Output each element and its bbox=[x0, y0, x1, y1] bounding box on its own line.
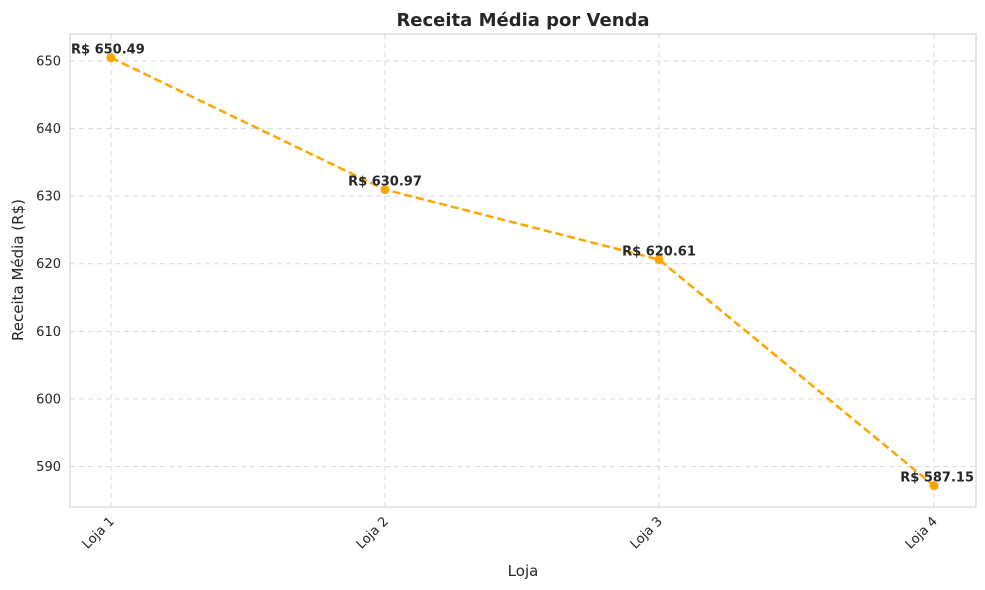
data-label: R$ 630.97 bbox=[348, 175, 422, 190]
x-tick-label: Loja 4 bbox=[903, 514, 941, 552]
y-tick-label: 630 bbox=[36, 190, 61, 205]
data-point bbox=[929, 481, 939, 491]
y-tick-label: 620 bbox=[36, 257, 61, 272]
y-tick-label: 650 bbox=[36, 55, 61, 70]
y-tick-label: 600 bbox=[36, 392, 61, 407]
data-label: R$ 587.15 bbox=[900, 471, 974, 486]
y-tick-label: 610 bbox=[36, 325, 61, 340]
y-axis-label: Receita Média (R$) bbox=[9, 199, 27, 341]
x-tick-label: Loja 3 bbox=[628, 514, 666, 552]
x-tick-label: Loja 1 bbox=[80, 514, 118, 552]
y-tick-label: 640 bbox=[36, 122, 61, 137]
y-axis-ticks: 590 600 610 620 630 640 650 bbox=[36, 55, 61, 475]
data-label: R$ 620.61 bbox=[622, 245, 696, 260]
x-tick-label: Loja 2 bbox=[354, 514, 392, 552]
data-point bbox=[654, 255, 664, 265]
data-point bbox=[380, 185, 390, 195]
y-tick-label: 590 bbox=[36, 460, 61, 475]
plot-frame bbox=[69, 33, 977, 508]
grid bbox=[70, 34, 976, 507]
chart-title: Receita Média por Venda bbox=[396, 10, 649, 31]
data-label: R$ 650.49 bbox=[71, 43, 145, 58]
x-axis-label: Loja bbox=[508, 562, 539, 580]
data-point bbox=[106, 53, 116, 63]
series: R$ 650.49 R$ 630.97 R$ 620.61 R$ 587.15 bbox=[71, 43, 974, 491]
series-line bbox=[110, 56, 935, 487]
x-axis-ticks: Loja 1 Loja 2 Loja 3 Loja 4 bbox=[80, 514, 941, 552]
